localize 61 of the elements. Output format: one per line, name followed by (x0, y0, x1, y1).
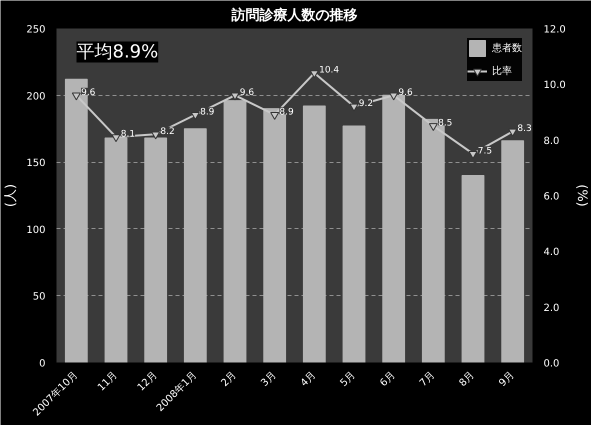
bar (144, 138, 168, 362)
y-tick-label: 0 (39, 358, 46, 370)
data-label: 7.5 (478, 146, 492, 156)
x-tick-label: 8月 (458, 370, 477, 389)
x-tick-label: 2月 (220, 370, 239, 389)
data-label: 10.4 (319, 66, 340, 76)
point (310, 70, 319, 78)
y-tick-label: 250 (26, 24, 46, 36)
bar (184, 128, 207, 362)
point (508, 128, 518, 137)
bar (342, 126, 366, 362)
x-tick-label: 9月 (497, 370, 517, 389)
point (468, 150, 478, 159)
bar (501, 140, 524, 362)
y2-tick-label: 2.0 (544, 302, 560, 314)
x-tick-label: 4月 (298, 370, 318, 389)
point (350, 104, 358, 112)
y-axis-title: (人) (3, 184, 18, 208)
legend-label: 比率 (492, 64, 512, 78)
x-tick-label: 7月 (418, 370, 438, 389)
point (389, 92, 398, 100)
bar (104, 138, 128, 362)
point (190, 112, 200, 120)
y2-tick-label: 4.0 (544, 247, 560, 258)
point (151, 131, 160, 140)
point (270, 112, 280, 120)
data-label: 8.2 (160, 126, 175, 137)
x-tick-label: 3月 (259, 370, 279, 389)
y2-tick-label: 12.0 (544, 24, 566, 36)
data-label: 9.6 (398, 88, 414, 98)
data-label: 9.6 (240, 88, 254, 98)
bar (462, 174, 484, 362)
point (230, 92, 240, 100)
legend-label: 患者数 (492, 42, 522, 55)
data-label: 8.9 (279, 107, 294, 118)
y-tick-label: 50 (32, 292, 46, 303)
data-label: 8.3 (517, 124, 532, 134)
y2-axis-title: (%) (574, 184, 589, 207)
bar (382, 94, 406, 362)
x-tick-label: 6月 (378, 370, 398, 389)
bar (224, 100, 246, 362)
point (72, 92, 81, 100)
data-label: 8.9 (200, 107, 215, 118)
y2-tick-label: 6.0 (544, 192, 560, 202)
y2-tick-label: 0.0 (544, 358, 560, 370)
data-label: 8.5 (438, 118, 452, 128)
bar (302, 105, 326, 362)
y-tick-label: 100 (26, 224, 46, 236)
y2-tick-label: 10.0 (544, 80, 566, 92)
y2-tick-label: 8.0 (544, 136, 560, 147)
x-tick-label: 11月 (96, 370, 120, 394)
y-tick-label: 200 (26, 91, 46, 102)
chart-title: 訪問診療人数の推移 (230, 6, 358, 24)
y-tick-label: 150 (26, 158, 46, 170)
data-label: 9.2 (358, 98, 374, 109)
annotation: 平均8.9% (76, 42, 158, 62)
point (112, 134, 120, 142)
point (428, 123, 438, 132)
x-tick-label: 12月 (136, 370, 160, 394)
data-label: 9.6 (81, 88, 96, 98)
x-tick-label: 5月 (338, 370, 358, 389)
